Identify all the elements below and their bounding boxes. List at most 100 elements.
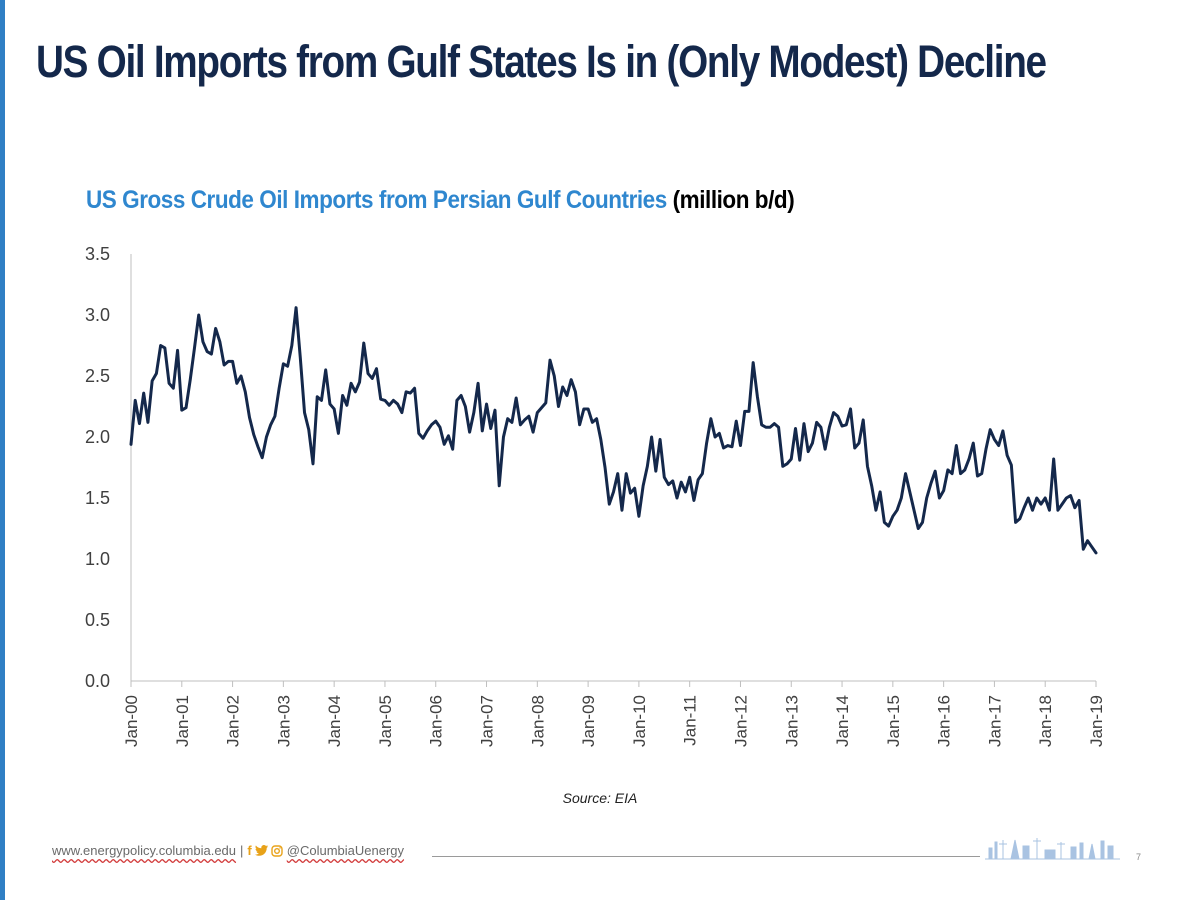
data-point [731,446,733,448]
data-point [257,446,259,448]
data-point [955,444,957,446]
data-point [981,472,983,474]
x-tick-label: Jan-08 [528,695,547,747]
data-point [870,485,872,487]
data-point [528,415,530,417]
data-point [519,424,521,426]
data-point [451,448,453,450]
x-tick-label: Jan-05 [376,695,395,747]
data-point [735,420,737,422]
twitter-icon[interactable] [254,845,268,856]
data-point [947,469,949,471]
data-point [350,382,352,384]
footer-rule [432,856,980,857]
data-point [900,497,902,499]
data-point [206,350,208,352]
data-point [744,410,746,412]
data-point [405,391,407,393]
data-point [227,360,229,362]
data-point [782,465,784,467]
data-point [159,344,161,346]
data-point [858,442,860,444]
data-point [985,448,987,450]
data-point [790,458,792,460]
facebook-icon[interactable]: f [247,843,252,858]
data-point [303,411,305,413]
x-tick-label: Jan-09 [579,695,598,747]
data-point [650,436,652,438]
chart-title: US Gross Crude Oil Imports from Persian … [86,186,795,215]
data-point [1057,509,1059,511]
data-point [600,438,602,440]
data-point [367,372,369,374]
data-point [612,491,614,493]
data-point [198,314,200,316]
data-point [1086,540,1088,542]
data-point [443,443,445,445]
data-point [274,415,276,417]
data-point [511,421,513,423]
data-point [138,422,140,424]
data-point [143,392,145,394]
data-point [181,409,183,411]
data-point [240,375,242,377]
data-point [176,349,178,351]
footer-url[interactable]: www.energypolicy.columbia.edu [52,843,237,858]
data-point [502,436,504,438]
instagram-icon[interactable] [271,844,283,857]
data-point [570,378,572,380]
data-point [574,391,576,393]
data-point [997,444,999,446]
data-point [803,422,805,424]
data-point [727,444,729,446]
social-icons: f [247,843,283,858]
data-point [223,364,225,366]
data-point [464,405,466,407]
x-tick-label: Jan-00 [122,695,141,747]
data-point [1048,509,1050,511]
data-point [663,476,665,478]
footer-handle[interactable]: @ColumbiaUenergy [286,843,405,858]
data-point [608,503,610,505]
data-point [1027,497,1029,499]
data-point [1044,497,1046,499]
y-tick-label: 1.5 [85,488,110,508]
data-point [134,399,136,401]
data-point [892,515,894,517]
data-point [913,509,915,511]
data-point [769,426,771,428]
data-point [883,521,885,523]
data-point [879,491,881,493]
x-tick-label: Jan-04 [325,695,344,747]
data-point [523,419,525,421]
data-point [951,472,953,474]
data-point [748,410,750,412]
data-point [989,428,991,430]
slide-title: US Oil Imports from Gulf States Is in (O… [36,36,1047,87]
data-point [1019,518,1021,520]
data-point [1091,546,1093,548]
data-point [887,525,889,527]
data-point [841,425,843,427]
data-point [371,377,373,379]
y-tick-label: 0.0 [85,671,110,691]
data-point [646,465,648,467]
data-point [477,382,479,384]
data-point [447,435,449,437]
x-tick-label: Jan-16 [935,695,954,747]
data-point [1040,503,1042,505]
data-point [756,396,758,398]
data-point [693,499,695,501]
data-point [968,458,970,460]
data-point [354,391,356,393]
data-point [375,367,377,369]
data-point [231,360,233,362]
data-point [659,438,661,440]
data-point [214,327,216,329]
x-tick-label: Jan-13 [782,695,801,747]
data-point [849,408,851,410]
data-point [875,509,877,511]
data-point [930,482,932,484]
data-point [942,489,944,491]
